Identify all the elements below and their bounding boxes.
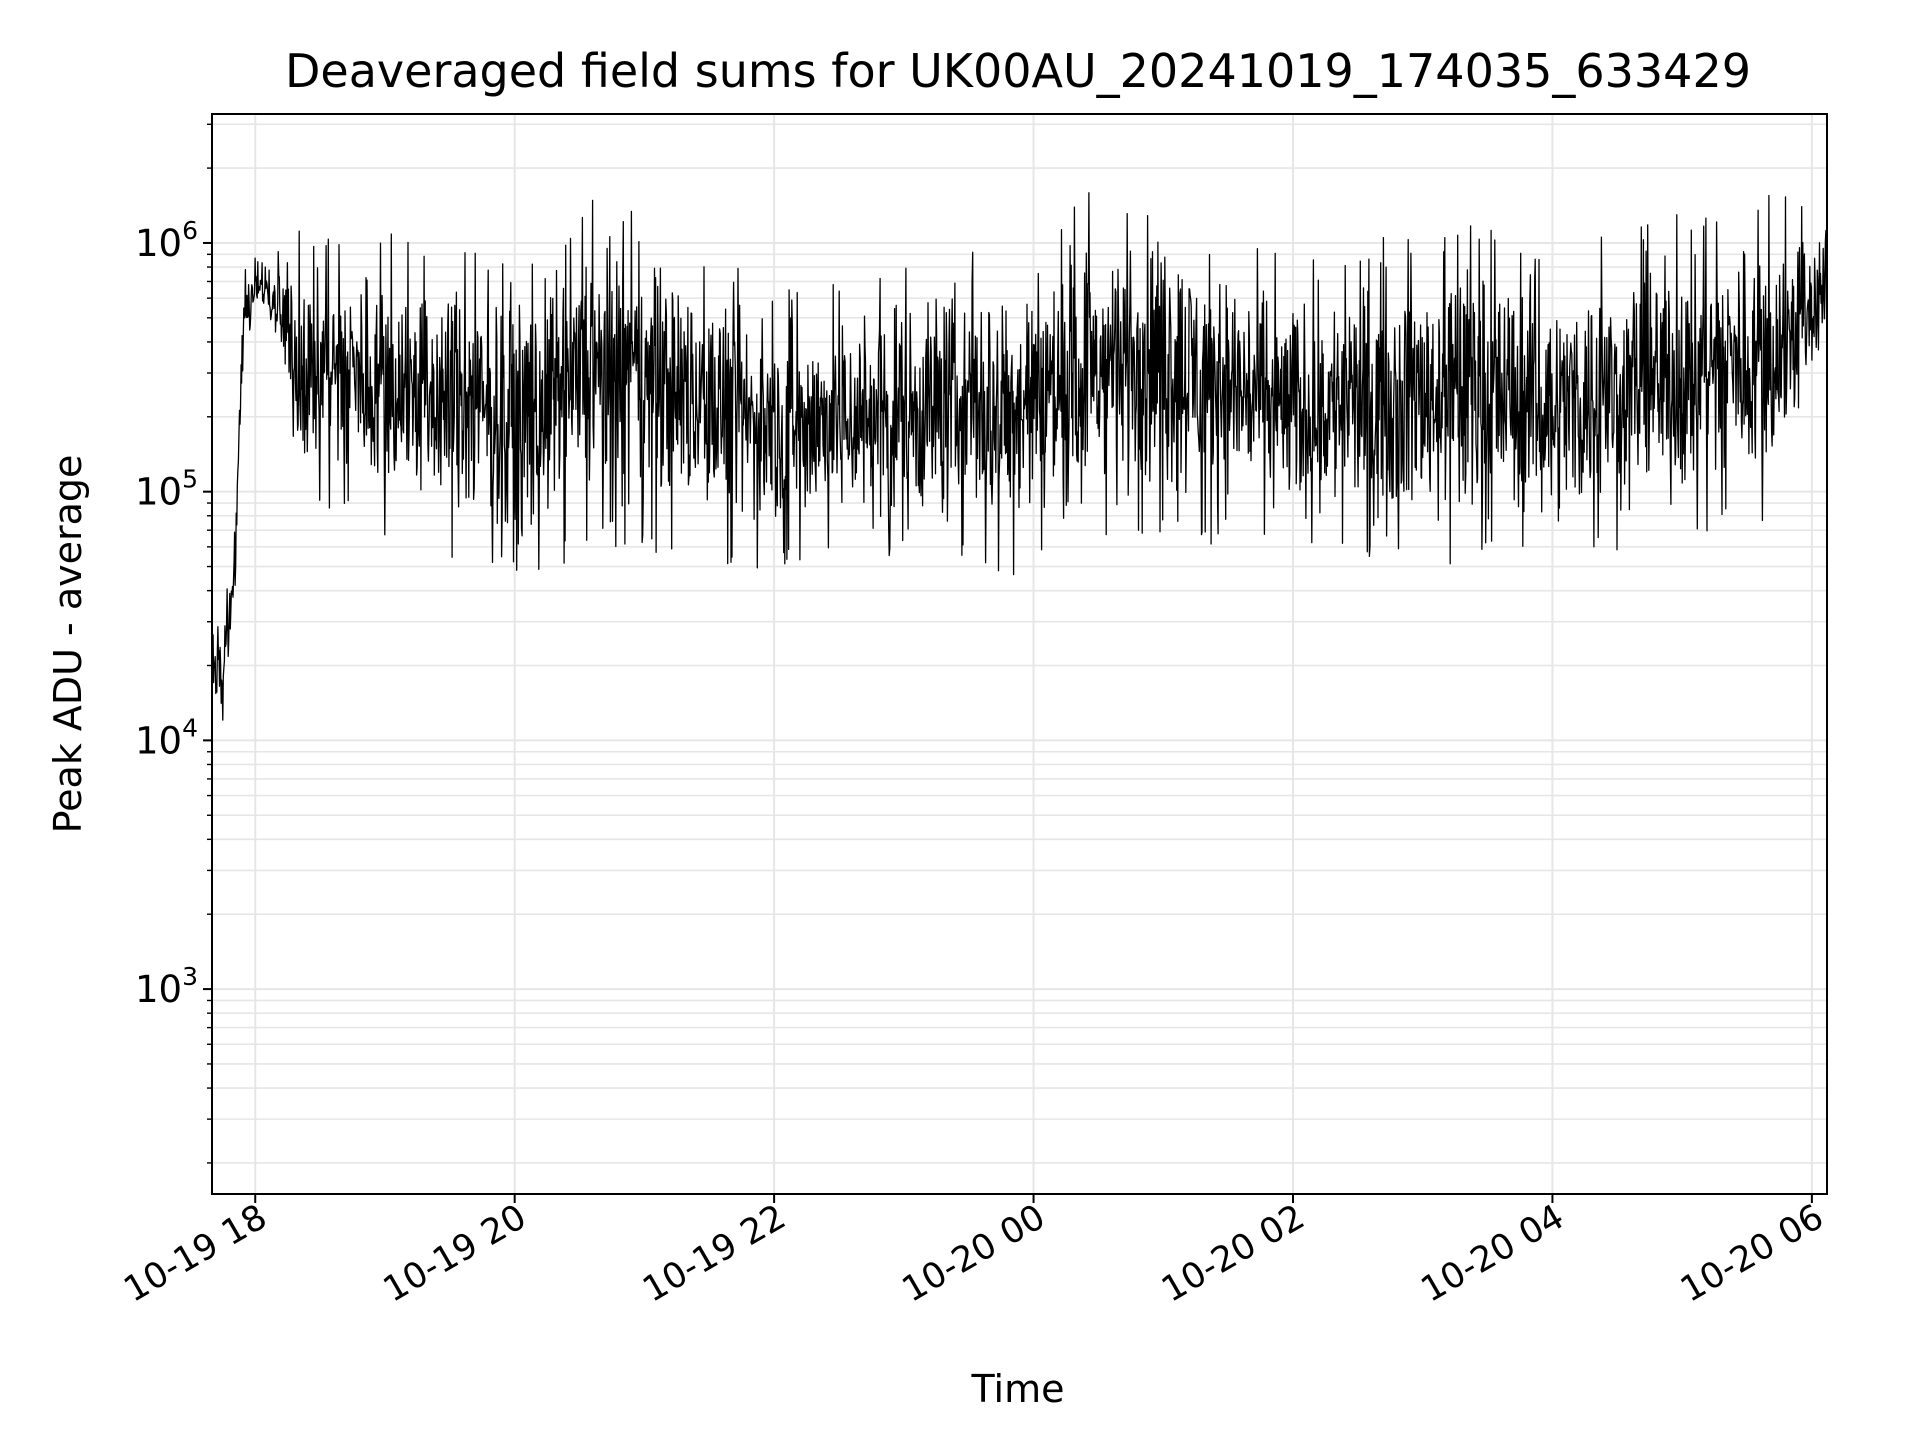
y-tick-label: 103 bbox=[135, 962, 198, 1011]
chart-title: Deaveraged field sums for UK00AU_2024101… bbox=[285, 44, 1751, 98]
y-tick-label: 104 bbox=[135, 713, 198, 762]
series-line bbox=[211, 192, 1828, 721]
y-axis-label: Peak ADU - average bbox=[46, 455, 90, 834]
x-axis-label: Time bbox=[971, 1367, 1065, 1411]
plot-frame bbox=[211, 113, 1828, 1195]
y-tick-label: 106 bbox=[135, 216, 198, 265]
series-layer bbox=[211, 192, 1828, 721]
grid bbox=[212, 114, 1827, 1194]
y-tick-label: 105 bbox=[135, 465, 198, 514]
